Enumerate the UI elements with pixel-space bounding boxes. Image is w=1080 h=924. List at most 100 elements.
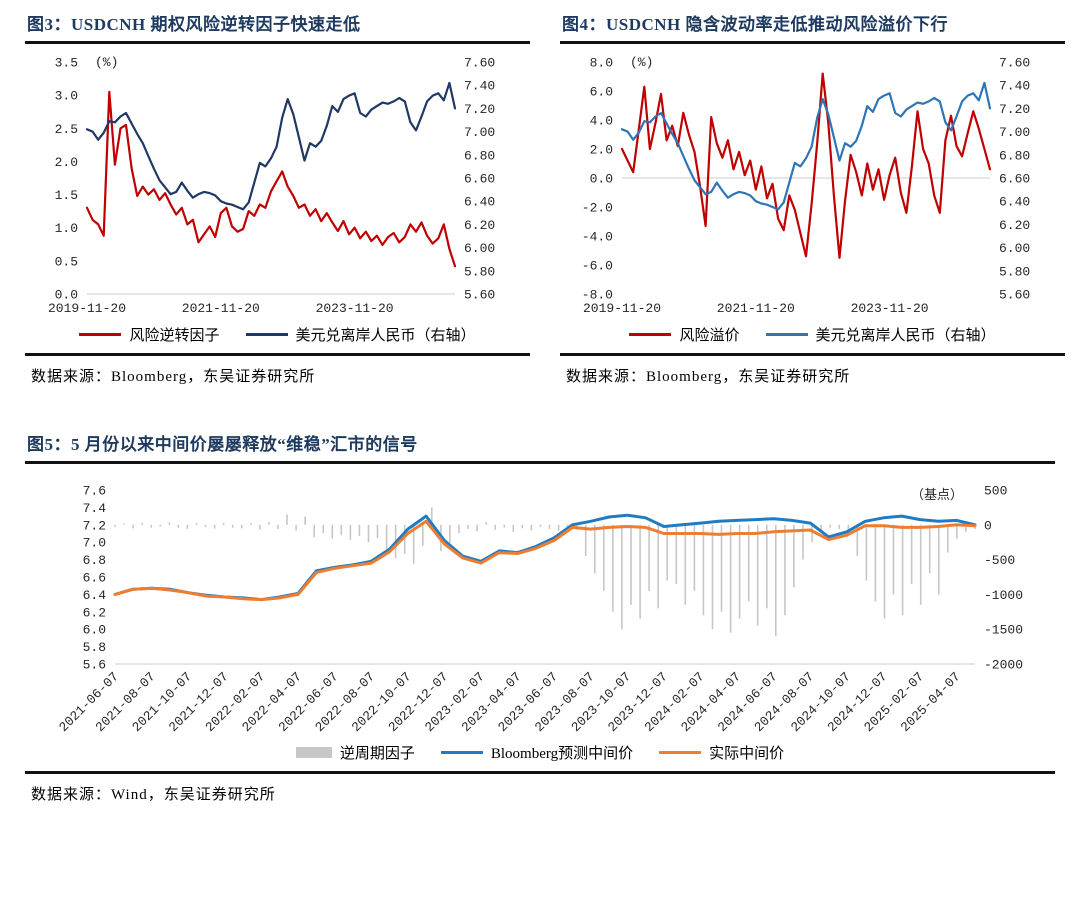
svg-text:7.60: 7.60 <box>999 56 1030 71</box>
blue-line-swatch <box>440 750 483 755</box>
figure-3-title: 图3：USDCNH 期权风险逆转因子快速走低 <box>27 15 361 34</box>
figure-3-source-rule <box>25 353 530 356</box>
svg-text:0.0: 0.0 <box>590 172 613 187</box>
legend-item-risk-reversal: 风险逆转因子 <box>79 324 220 345</box>
svg-text:5.80: 5.80 <box>464 264 495 279</box>
svg-text:-2000: -2000 <box>984 658 1023 673</box>
svg-text:2.0: 2.0 <box>55 155 78 170</box>
svg-text:2.0: 2.0 <box>590 143 613 158</box>
svg-text:0: 0 <box>984 518 992 533</box>
legend-item-usdcnh: 美元兑离岸人民币（右轴） <box>245 324 476 345</box>
svg-text:7.40: 7.40 <box>999 79 1030 94</box>
svg-text:6.00: 6.00 <box>999 241 1030 256</box>
svg-text:-8.0: -8.0 <box>582 288 613 303</box>
svg-text:8.0: 8.0 <box>590 56 613 71</box>
svg-text:-1000: -1000 <box>984 588 1023 603</box>
svg-text:5.80: 5.80 <box>999 264 1030 279</box>
svg-text:5.60: 5.60 <box>999 288 1030 303</box>
legend-item-risk-premium: 风险溢价 <box>629 324 740 345</box>
figure-4-title-rule <box>560 41 1065 44</box>
blue-line-swatch <box>765 332 808 337</box>
svg-text:-4.0: -4.0 <box>582 230 613 245</box>
svg-text:7.60: 7.60 <box>464 56 495 71</box>
legend-item-bloomberg-fixing: Bloomberg预测中间价 <box>440 742 634 763</box>
red-line-swatch <box>629 332 672 337</box>
legend-label: 实际中间价 <box>709 746 785 762</box>
svg-text:-1500: -1500 <box>984 623 1023 638</box>
top-figure-row: 图3：USDCNH 期权风险逆转因子快速走低 3.5 3.0 2.5 2.0 1.5 1.… <box>25 6 1065 390</box>
svg-text:1.0: 1.0 <box>55 221 78 236</box>
legend-label: 风险溢价 <box>679 328 740 344</box>
figure-3-source: 数据来源：Bloomberg，东吴证券研究所 <box>31 369 316 385</box>
svg-text:7.20: 7.20 <box>999 102 1030 117</box>
svg-text:5.8: 5.8 <box>83 640 106 655</box>
legend-label: 风险逆转因子 <box>129 328 220 344</box>
svg-text:6.2: 6.2 <box>83 605 106 620</box>
svg-text:(%): (%) <box>630 55 653 70</box>
figure-3-legend: 风险逆转因子 美元兑离岸人民币（右轴） <box>25 324 530 345</box>
svg-text:7.2: 7.2 <box>83 518 106 533</box>
figure-5-source: 数据来源：Wind，东吴证券研究所 <box>31 787 276 803</box>
figure-4-chart: 8.0 6.0 4.0 2.0 0.0 -2.0 -4.0 -6.0 -8.0 7.60 7.40 7… <box>582 55 1030 316</box>
figure-5-title-rule <box>25 461 1055 464</box>
svg-text:6.40: 6.40 <box>999 195 1030 210</box>
svg-text:5.60: 5.60 <box>464 288 495 303</box>
svg-text:6.00: 6.00 <box>464 241 495 256</box>
svg-text:-2.0: -2.0 <box>582 201 613 216</box>
svg-text:-6.0: -6.0 <box>582 259 613 274</box>
figure-4-title: 图4：USDCNH 隐含波动率走低推动风险溢价下行 <box>562 15 949 34</box>
svg-text:7.00: 7.00 <box>999 125 1030 140</box>
svg-text:6.20: 6.20 <box>464 218 495 233</box>
svg-text:2019-11-20: 2019-11-20 <box>48 301 126 316</box>
figure-3: 图3：USDCNH 期权风险逆转因子快速走低 3.5 3.0 2.5 2.0 1.5 1.… <box>25 6 530 390</box>
svg-text:2023-11-20: 2023-11-20 <box>316 301 394 316</box>
figure-3-chart: 3.5 3.0 2.5 2.0 1.5 1.0 0.5 0.0 7.60 7.40 7.20 7.00… <box>48 55 495 316</box>
svg-text:7.00: 7.00 <box>464 125 495 140</box>
svg-text:6.80: 6.80 <box>464 148 495 163</box>
svg-text:7.20: 7.20 <box>464 102 495 117</box>
svg-text:6.0: 6.0 <box>83 623 106 638</box>
svg-text:3.0: 3.0 <box>55 89 78 104</box>
figure-4-legend: 风险溢价 美元兑离岸人民币（右轴） <box>560 324 1065 345</box>
svg-text:6.80: 6.80 <box>999 148 1030 163</box>
svg-text:1.5: 1.5 <box>55 188 78 203</box>
svg-text:（基点）: （基点） <box>911 488 963 503</box>
svg-text:2021-11-20: 2021-11-20 <box>182 301 260 316</box>
svg-text:6.40: 6.40 <box>464 195 495 210</box>
gray-bar-swatch <box>295 747 332 758</box>
svg-text:4.0: 4.0 <box>590 114 613 129</box>
orange-line-swatch <box>659 750 702 755</box>
figure-5-title: 图5：5 月份以来中间价屡屡释放“维稳”汇市的信号 <box>27 435 418 454</box>
svg-text:2021-11-20: 2021-11-20 <box>717 301 795 316</box>
svg-text:2019-11-20: 2019-11-20 <box>583 301 661 316</box>
svg-text:7.40: 7.40 <box>464 79 495 94</box>
svg-text:6.60: 6.60 <box>464 172 495 187</box>
svg-text:6.0: 6.0 <box>590 85 613 100</box>
svg-text:0.0: 0.0 <box>55 288 78 303</box>
svg-text:7.4: 7.4 <box>83 501 107 516</box>
svg-text:7.0: 7.0 <box>83 536 106 551</box>
svg-text:6.6: 6.6 <box>83 571 106 586</box>
legend-item-ccf: 逆周期因子 <box>295 742 415 763</box>
svg-text:6.8: 6.8 <box>83 553 106 568</box>
navy-line-swatch <box>245 332 288 337</box>
svg-text:6.60: 6.60 <box>999 172 1030 187</box>
svg-text:3.5: 3.5 <box>55 56 78 71</box>
svg-text:5.6: 5.6 <box>83 658 106 673</box>
legend-item-usdcnh: 美元兑离岸人民币（右轴） <box>765 324 996 345</box>
svg-text:6.4: 6.4 <box>83 588 107 603</box>
svg-text:0.5: 0.5 <box>55 254 78 269</box>
red-line-swatch <box>79 332 122 337</box>
svg-text:2023-11-20: 2023-11-20 <box>851 301 929 316</box>
legend-item-actual-fixing: 实际中间价 <box>659 742 784 763</box>
svg-text:2.5: 2.5 <box>55 122 78 137</box>
report-page: 图3：USDCNH 期权风险逆转因子快速走低 3.5 3.0 2.5 2.0 1.5 1.… <box>25 6 1065 803</box>
svg-text:7.6: 7.6 <box>83 484 106 499</box>
figure-4: 图4：USDCNH 隐含波动率走低推动风险溢价下行 8.0 6.0 4.0 2.0 0.… <box>560 6 1065 390</box>
figure-4-source: 数据来源：Bloomberg，东吴证券研究所 <box>566 369 851 385</box>
figure-5-source-rule <box>25 771 1055 774</box>
legend-label: 逆周期因子 <box>339 746 415 762</box>
figure-5-chart: 7.6 7.4 7.2 7.0 6.8 6.6 6.4 6.2 6.0 5.8 5.6 500 0 -50… <box>56 484 1023 735</box>
legend-label: Bloomberg预测中间价 <box>490 746 634 762</box>
svg-text:(%): (%) <box>95 55 118 70</box>
